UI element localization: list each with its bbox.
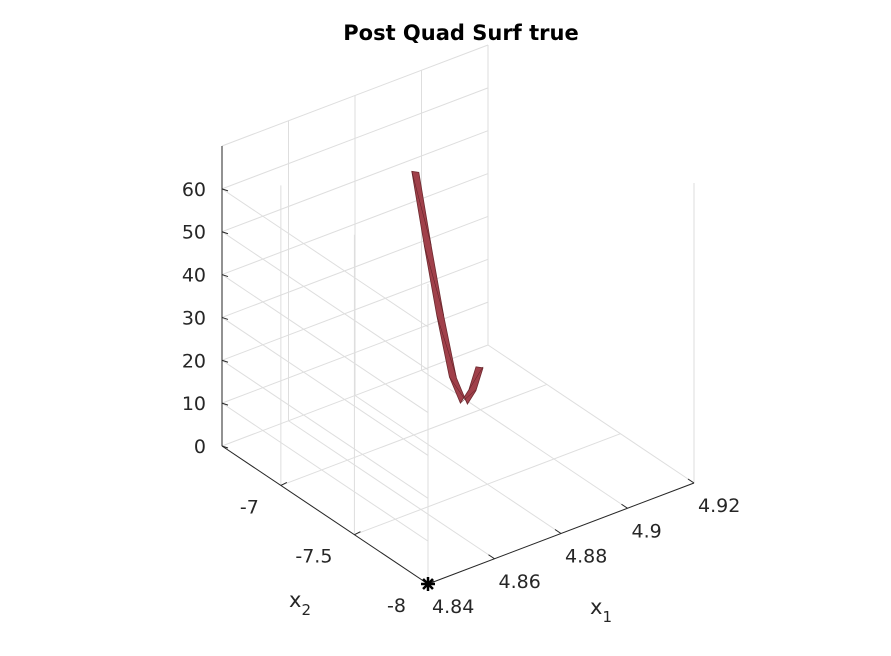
grid-line — [221, 231, 429, 371]
asterisk-marker — [421, 577, 435, 591]
grid-line — [221, 173, 489, 276]
z-tick-label: 20 — [182, 350, 206, 372]
chart-title: Post Quad Surf true — [343, 21, 578, 45]
grid-line — [221, 188, 429, 328]
surface-mesh-line — [468, 366, 484, 390]
y-tick-label: -8 — [387, 595, 406, 617]
z-tick-mark — [221, 359, 229, 363]
y-tick-mark — [354, 531, 361, 536]
grid-line — [354, 395, 562, 534]
surface-mesh-line — [411, 171, 432, 246]
grid-line — [421, 369, 628, 509]
tick-labels: 4.84 4.86 4.88 4.9 4.92 -8 -7.5 -7 0 10 20 30 40 50 60 — [182, 179, 741, 618]
x-tick-mark — [554, 529, 562, 534]
z-tick-label: 40 — [182, 265, 206, 287]
x-tick-mark — [687, 478, 695, 484]
x-tick-label: 4.88 — [565, 546, 607, 568]
y-tick-mark — [280, 481, 288, 486]
grid-line — [354, 433, 621, 536]
grid-line — [221, 402, 429, 542]
grid-line — [221, 274, 429, 413]
z-tick-label: 10 — [182, 393, 206, 415]
x-tick-label: 4.84 — [432, 596, 474, 618]
x-tick-label: 4.86 — [499, 571, 541, 593]
x-axis-label: x1 — [590, 595, 612, 626]
z-tick-mark — [221, 274, 229, 278]
y-axis-label: x2 — [289, 588, 311, 619]
x-tick-label: 4.9 — [632, 520, 662, 542]
grid-line — [221, 344, 489, 447]
x-tick-label: 4.92 — [698, 495, 740, 517]
z-tick-label: 0 — [194, 436, 206, 458]
box-edge — [221, 44, 489, 147]
grid-line — [221, 359, 429, 499]
grid-line — [221, 258, 489, 361]
z-tick-mark — [221, 188, 229, 192]
surface-mesh-line — [436, 315, 457, 378]
x-tick-mark — [488, 554, 495, 560]
z-tick-label: 50 — [182, 222, 206, 244]
grid-line — [221, 87, 489, 190]
z-tick-label: 30 — [182, 307, 206, 329]
markers — [421, 577, 435, 591]
y-tick-label: -7.5 — [295, 546, 332, 568]
grid-line — [221, 317, 429, 456]
axes — [221, 146, 695, 585]
z-tick-label: 60 — [182, 179, 206, 201]
grid-line — [221, 130, 489, 233]
grid-line — [221, 215, 489, 318]
grid-line — [487, 344, 695, 484]
surface-sheet — [411, 170, 484, 405]
surface-mesh-line — [460, 389, 477, 404]
grid-lines — [221, 44, 695, 585]
y-tick-label: -7 — [240, 496, 259, 518]
grid-line — [280, 383, 548, 486]
z-tick-mark — [221, 316, 229, 320]
y-axis-line — [221, 445, 429, 585]
surface-mesh-line — [424, 245, 445, 316]
surface-mesh — [411, 170, 484, 405]
marker-center — [425, 581, 431, 587]
x-tick-mark — [621, 503, 628, 509]
grid-line — [288, 420, 495, 560]
z-tick-mark — [221, 402, 229, 406]
z-tick-mark — [221, 445, 229, 449]
z-tick-mark — [221, 231, 229, 235]
surface-mesh-line — [449, 376, 468, 404]
